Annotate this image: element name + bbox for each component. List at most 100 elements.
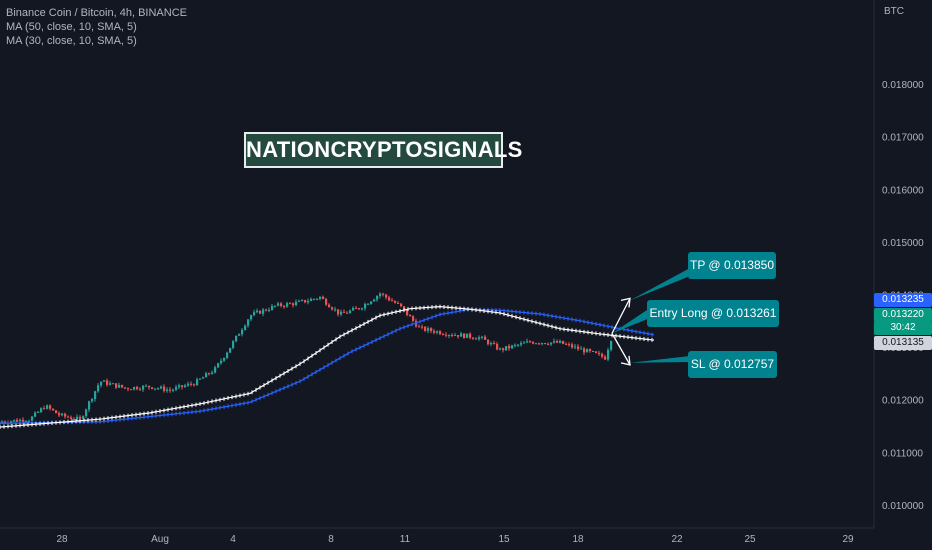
candle-body <box>394 301 397 303</box>
candle-body <box>151 387 154 389</box>
candle-body <box>259 310 262 314</box>
candle-body <box>262 309 265 314</box>
time-tick-label: Aug <box>151 534 169 545</box>
candle-body <box>373 299 376 302</box>
candle-body <box>43 408 46 410</box>
candle-body <box>406 309 409 316</box>
candle-body <box>478 337 481 340</box>
candle-body <box>37 411 40 413</box>
candle-body <box>565 343 568 345</box>
candle-body <box>271 305 274 310</box>
candle-body <box>91 398 94 402</box>
candle-body <box>223 357 226 361</box>
candle-body <box>4 421 7 423</box>
candle-body <box>451 334 454 336</box>
candle-body <box>436 331 439 333</box>
candle-body <box>112 383 115 385</box>
candle-body <box>28 420 31 422</box>
candle-body <box>514 344 517 346</box>
candle-body <box>289 303 292 305</box>
candle-body <box>235 335 238 342</box>
candle-body <box>118 384 121 388</box>
candle-body <box>448 334 451 336</box>
candle-body <box>568 344 571 346</box>
candle-body <box>553 341 556 343</box>
candle-body <box>244 325 247 330</box>
candle-body <box>418 326 421 328</box>
candle-body <box>427 328 430 331</box>
legend-title[interactable]: Binance Coin / Bitcoin, 4h, BINANCE <box>6 7 187 19</box>
price-tick-label: 0.012000 <box>882 396 924 407</box>
time-tick-label: 4 <box>230 534 236 545</box>
candle-body <box>358 308 361 310</box>
candle-body <box>502 348 505 351</box>
sl-arrow <box>611 333 631 366</box>
candle-body <box>460 333 463 337</box>
candle-body <box>397 302 400 304</box>
candle-body <box>412 316 415 321</box>
candle-body <box>334 309 337 311</box>
legend-ma-50[interactable]: MA (50, close, 10, SMA, 5) <box>6 21 137 33</box>
tp-arrow <box>611 298 631 334</box>
candle-body <box>562 340 565 344</box>
candle-body <box>352 307 355 311</box>
tp-callout: TP @ 0.013850 <box>688 252 776 279</box>
ma-30-path <box>0 305 655 428</box>
candle-body <box>157 388 160 390</box>
ma-30-price-tag: 0.013135 <box>874 336 932 350</box>
last-price-tag: 0.013220 <box>874 308 932 322</box>
candle-body <box>598 353 601 355</box>
candle-body <box>463 333 466 338</box>
candle-body <box>169 389 172 391</box>
candle-body <box>292 303 295 306</box>
candle-body <box>610 341 613 350</box>
time-tick-label: 28 <box>56 534 68 545</box>
candle-body <box>70 417 73 420</box>
candle-body <box>13 419 16 422</box>
candle-body <box>46 405 49 409</box>
candle-body <box>286 303 289 307</box>
candle-body <box>472 337 475 339</box>
candle-body <box>409 315 412 317</box>
ma-30-line <box>0 304 655 430</box>
candle-body <box>58 413 61 416</box>
candle-body <box>559 340 562 343</box>
candle-body <box>346 312 349 314</box>
candle-body <box>109 383 112 385</box>
candle-body <box>589 349 592 352</box>
candle-body <box>577 346 580 350</box>
candle-body <box>52 408 55 411</box>
candle-body <box>160 386 163 389</box>
legend-ma-30[interactable]: MA (30, close, 10, SMA, 5) <box>6 35 137 47</box>
candle-body <box>40 408 43 412</box>
candle-body <box>535 343 538 345</box>
candle-body <box>487 339 490 345</box>
candle-body <box>127 388 130 390</box>
time-tick-label: 15 <box>498 534 510 545</box>
candle-body <box>370 301 373 304</box>
candle-body <box>100 381 103 386</box>
candle-body <box>499 348 502 350</box>
candle-body <box>205 373 208 378</box>
price-tick-label: 0.011000 <box>882 448 923 459</box>
candle-body <box>148 385 151 388</box>
candle-body <box>103 380 106 382</box>
candle-body <box>355 307 358 309</box>
sl-callout-tail <box>630 356 690 363</box>
candle-body <box>49 405 52 409</box>
projection-arrows <box>611 268 690 366</box>
candle-body <box>226 352 229 358</box>
candle-body <box>310 298 313 302</box>
candle-body <box>10 421 13 424</box>
candle-body <box>139 389 142 391</box>
candle-body <box>280 303 283 306</box>
candle-body <box>580 348 583 350</box>
candle-body <box>457 335 460 337</box>
time-tick-label: 25 <box>744 534 756 545</box>
time-tick-label: 8 <box>328 534 334 545</box>
candle-body <box>181 385 184 387</box>
candle-body <box>106 380 109 385</box>
candle-body <box>574 346 577 348</box>
chart-legend: Binance Coin / Bitcoin, 4h, BINANCE MA (… <box>6 6 187 48</box>
